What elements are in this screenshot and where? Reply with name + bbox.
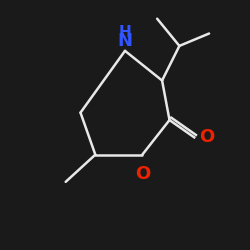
- Text: O: O: [135, 166, 150, 184]
- Text: H: H: [119, 25, 132, 40]
- Text: N: N: [118, 32, 132, 50]
- Text: O: O: [199, 128, 214, 146]
